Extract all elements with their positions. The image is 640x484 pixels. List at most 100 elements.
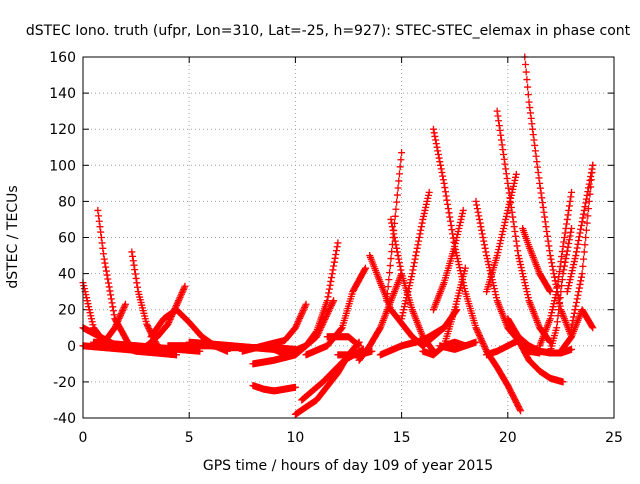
data-point-marker [502, 212, 510, 220]
data-point-marker [579, 262, 587, 270]
data-point-marker [480, 341, 488, 349]
data-point-marker [585, 205, 593, 213]
series-10 [238, 300, 310, 355]
data-point-marker [548, 309, 556, 317]
data-point-marker [386, 262, 394, 270]
data-point-marker [328, 270, 336, 278]
data-point-marker [83, 297, 91, 305]
data-point-marker [87, 312, 95, 320]
data-point-marker [298, 308, 306, 316]
data-point-marker [572, 298, 580, 306]
data-point-marker [490, 285, 498, 293]
data-point-marker [565, 202, 573, 210]
data-point-marker [459, 279, 467, 287]
data-point-marker [433, 143, 441, 151]
x-tick-label: 0 [79, 430, 88, 446]
data-point-marker [509, 185, 517, 193]
data-point-marker [298, 310, 306, 318]
y-tick-label: 120 [49, 122, 76, 138]
data-point-marker [84, 300, 92, 308]
data-point-marker [389, 226, 397, 234]
data-point-marker [131, 270, 139, 278]
data-point-marker [517, 407, 525, 415]
data-point-marker [395, 259, 403, 267]
data-point-marker [554, 278, 562, 286]
data-point-marker [473, 325, 481, 333]
data-point-marker [404, 288, 412, 296]
data-point-marker [555, 300, 563, 308]
data-point-marker [588, 165, 596, 173]
data-point-marker [89, 321, 97, 329]
data-point-marker [533, 158, 541, 166]
data-point-marker [551, 297, 559, 305]
data-point-marker [393, 198, 401, 206]
data-point-marker [540, 208, 548, 216]
data-point-marker [545, 242, 553, 250]
data-point-marker [580, 206, 588, 214]
data-point-marker [584, 188, 592, 196]
data-point-marker [179, 287, 187, 295]
data-point-marker [577, 225, 585, 233]
data-point-marker [408, 270, 416, 278]
data-point-marker [582, 195, 590, 203]
data-point-marker [441, 188, 449, 196]
data-point-marker [105, 283, 113, 291]
data-point-marker [403, 291, 411, 299]
data-point-marker [565, 282, 573, 290]
data-point-marker [582, 234, 590, 241]
data-point-marker [530, 136, 538, 144]
data-point-marker [504, 179, 512, 187]
data-point-marker [577, 277, 585, 285]
data-point-marker [560, 234, 568, 241]
data-point-marker [453, 234, 461, 241]
data-point-marker [552, 291, 560, 299]
data-point-marker [129, 257, 137, 265]
data-point-marker [526, 104, 534, 112]
data-point-marker [534, 163, 542, 171]
data-point-marker [554, 312, 562, 320]
data-point-marker [334, 239, 342, 247]
data-point-marker [330, 262, 338, 270]
data-point-marker [481, 344, 489, 352]
data-point-marker [477, 335, 485, 343]
data-point-marker [522, 285, 530, 293]
data-point-marker [484, 258, 492, 266]
data-point-marker [117, 310, 125, 318]
data-point-marker [385, 276, 393, 284]
data-point-marker [523, 76, 531, 84]
data-point-marker [585, 180, 593, 188]
data-point-marker [572, 248, 580, 256]
data-point-marker [473, 205, 481, 213]
y-tick-label: 80 [58, 194, 76, 210]
data-point-marker [407, 276, 415, 284]
data-point-marker [452, 237, 460, 245]
data-point-marker [472, 197, 480, 205]
data-point-marker [565, 240, 573, 248]
data-point-marker [560, 262, 568, 270]
data-point-marker [534, 169, 542, 177]
data-point-marker [131, 266, 139, 274]
data-point-marker [558, 276, 566, 284]
data-point-marker [581, 241, 589, 249]
data-point-marker [330, 258, 338, 266]
data-point-marker [436, 158, 444, 166]
data-point-marker [398, 312, 406, 320]
data-point-marker [418, 219, 426, 227]
data-point-marker [568, 324, 576, 332]
data-point-marker [294, 317, 302, 325]
data-point-marker [569, 317, 577, 325]
data-point-marker [473, 327, 481, 335]
data-point-marker [102, 267, 110, 275]
data-point-marker [328, 274, 336, 282]
data-point-marker [543, 227, 551, 235]
data-point-marker [80, 282, 88, 290]
data-point-marker [565, 279, 573, 287]
x-tick-label: 10 [286, 430, 304, 446]
data-point-marker [568, 320, 576, 328]
data-point-marker [472, 338, 480, 346]
series-32 [483, 336, 567, 386]
data-point-marker [457, 270, 465, 278]
data-point-marker [431, 132, 439, 140]
x-axis-label: GPS time / hours of day 109 of year 2015 [203, 458, 493, 474]
data-point-marker [525, 98, 533, 106]
